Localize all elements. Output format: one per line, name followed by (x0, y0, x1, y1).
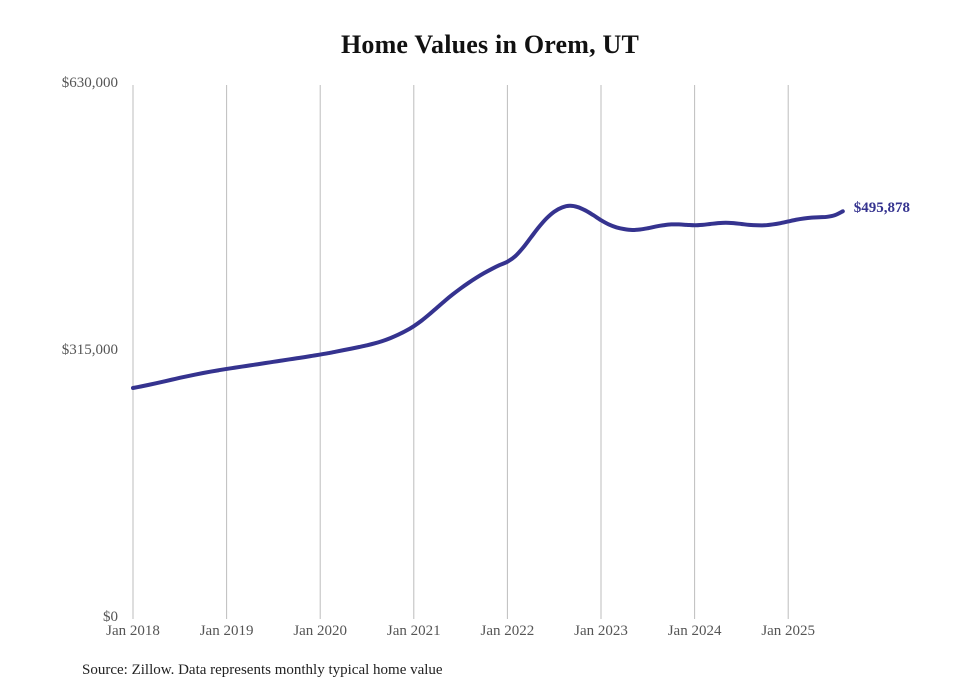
x-tick-label: Jan 2018 (106, 623, 160, 639)
x-tick-label: Jan 2024 (667, 623, 722, 639)
end-value-annotation: $495,878 (853, 200, 911, 217)
x-tick-label: Jan 2021 (386, 623, 441, 639)
y-tick-label: $315,000 (61, 342, 118, 358)
y-tick-label: $0 (103, 609, 118, 625)
chart-title: Home Values in Orem, UT (340, 30, 640, 59)
x-tick-label: Jan 2025 (761, 623, 816, 639)
x-tick-label: Jan 2019 (199, 623, 254, 639)
y-tick-label: $630,000 (61, 75, 118, 91)
x-tick-label: Jan 2023 (574, 623, 628, 639)
x-tick-label: Jan 2020 (293, 623, 348, 639)
gridlines (132, 85, 789, 619)
home-value-line (131, 203, 845, 391)
source-note: Source: Zillow. Data represents monthly … (82, 662, 443, 678)
x-tick-label: Jan 2022 (480, 623, 535, 639)
